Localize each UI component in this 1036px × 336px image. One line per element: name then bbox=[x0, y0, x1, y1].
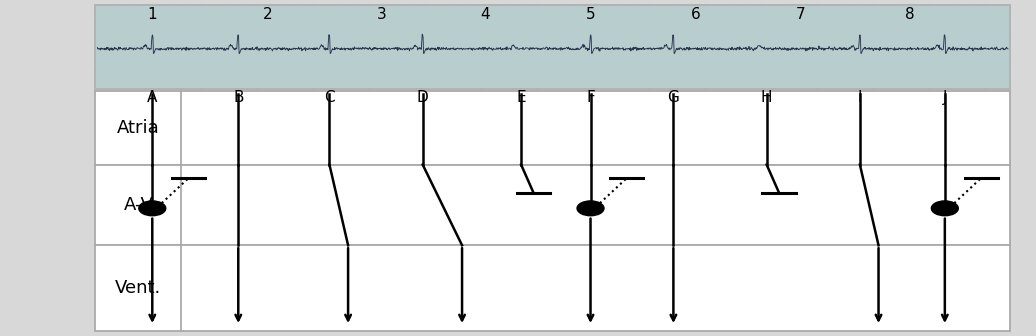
Ellipse shape bbox=[931, 201, 958, 216]
Text: F: F bbox=[586, 90, 595, 105]
Ellipse shape bbox=[577, 201, 604, 216]
Text: 3: 3 bbox=[376, 7, 386, 22]
Text: I: I bbox=[858, 90, 862, 105]
Text: D: D bbox=[416, 90, 429, 105]
Text: E: E bbox=[516, 90, 526, 105]
Text: 8: 8 bbox=[904, 7, 915, 22]
Text: A-V: A-V bbox=[123, 196, 153, 214]
Text: 7: 7 bbox=[796, 7, 806, 22]
Text: 6: 6 bbox=[691, 7, 701, 22]
Text: H: H bbox=[760, 90, 773, 105]
Text: G: G bbox=[667, 90, 680, 105]
Bar bbox=[95, 91, 1010, 165]
Text: C: C bbox=[324, 90, 335, 105]
Bar bbox=[95, 245, 1010, 331]
Text: 4: 4 bbox=[480, 7, 490, 22]
Text: 5: 5 bbox=[585, 7, 596, 22]
Text: Vent.: Vent. bbox=[115, 279, 162, 297]
Text: J: J bbox=[943, 90, 947, 105]
Bar bbox=[95, 165, 1010, 245]
Text: B: B bbox=[233, 90, 243, 105]
Text: Atria: Atria bbox=[117, 119, 160, 137]
Text: A: A bbox=[147, 90, 157, 105]
Bar bbox=[95, 5, 1010, 89]
Text: 2: 2 bbox=[262, 7, 272, 22]
Ellipse shape bbox=[139, 201, 166, 216]
Text: 1: 1 bbox=[147, 7, 157, 22]
